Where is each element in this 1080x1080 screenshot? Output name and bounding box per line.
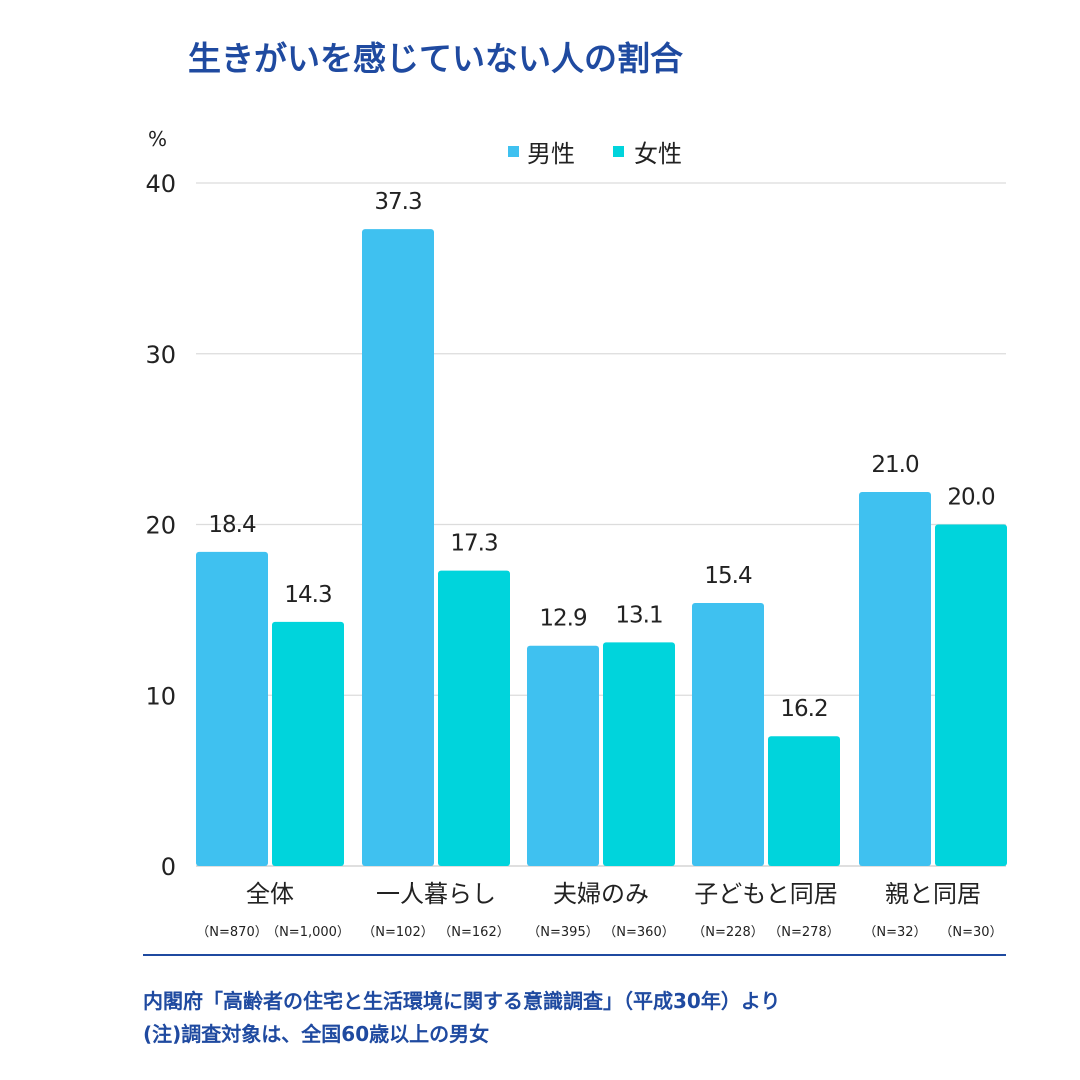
category-label-1: 一人暮らし	[376, 880, 496, 908]
y-tick-label-0: 0	[161, 853, 176, 881]
n-label-male-2: （N=395）	[527, 925, 598, 940]
bar-female-1	[438, 570, 510, 866]
category-label-4: 親と同居	[885, 880, 981, 908]
y-tick-label-10: 10	[145, 682, 176, 710]
data-labels: 18.4 14.3 37.3 17.3 12.9 13.1 15.4 16.2 21.0 20.0	[208, 189, 996, 722]
legend: 男性 女性	[508, 140, 682, 168]
value-label-female-0: 14.3	[284, 582, 331, 608]
chart-title: 生きがいを感じていない人の割合	[188, 39, 683, 78]
value-label-female-1: 17.3	[450, 531, 497, 557]
value-label-female-3: 16.2	[780, 696, 827, 722]
value-label-male-4: 21.0	[871, 452, 919, 478]
legend-swatch-female	[613, 146, 624, 157]
bar-female-3	[768, 736, 840, 866]
sample-size-labels: （N=870）（N=1,000） （N=102） （N=162） （N=395） （N=…	[196, 925, 1002, 940]
legend-label-male: 男性	[527, 140, 575, 168]
value-label-male-3: 15.4	[704, 563, 752, 589]
y-tick-label-30: 30	[145, 341, 176, 369]
bar-male-2	[527, 645, 599, 866]
category-label-0: 全体	[246, 880, 294, 908]
y-tick-label-20: 20	[145, 512, 176, 540]
value-label-male-0: 18.4	[208, 512, 256, 538]
survey-remark: (注)調査対象は、全国60歳以上の男女	[143, 1022, 489, 1046]
value-label-male-1: 37.3	[374, 189, 421, 215]
category-label-2: 夫婦のみ	[553, 880, 649, 908]
bar-female-4	[935, 524, 1007, 866]
value-label-female-4: 20.0	[947, 485, 995, 511]
n-label-male-4: （N=32）	[863, 925, 926, 940]
bar-male-3	[692, 603, 764, 866]
value-label-female-2: 13.1	[615, 602, 662, 628]
n-label-female-1: （N=162）	[438, 925, 509, 940]
n-label-female-4: （N=30）	[939, 925, 1002, 940]
bar-female-0	[272, 621, 344, 866]
y-axis-unit: %	[148, 127, 167, 151]
bar-male-4	[859, 492, 931, 866]
category-label-3: 子どもと同居	[694, 880, 838, 908]
n-label-male-3: （N=228）	[692, 925, 763, 940]
n-label-male-0: （N=870）	[196, 925, 267, 940]
value-label-male-2: 12.9	[539, 606, 587, 632]
n-label-male-1: （N=102）	[362, 925, 433, 940]
n-label-female-2: （N=360）	[603, 925, 674, 940]
y-axis-ticks: 0 10 20 30 40	[145, 170, 176, 881]
source-note: 内閣府「高齢者の住宅と生活環境に関する意識調査」（平成30年）より	[143, 989, 780, 1013]
y-tick-label-40: 40	[145, 170, 176, 198]
bars	[196, 229, 1007, 867]
legend-label-female: 女性	[634, 140, 682, 168]
legend-swatch-male	[508, 146, 519, 157]
bar-female-2	[603, 642, 675, 866]
bar-male-0	[196, 551, 268, 866]
n-label-female-0: （N=1,000）	[266, 925, 350, 940]
bar-male-1	[362, 229, 434, 867]
n-label-female-3: （N=278）	[768, 925, 839, 940]
x-axis-categories: 全体 一人暮らし 夫婦のみ 子どもと同居 親と同居	[246, 880, 981, 908]
